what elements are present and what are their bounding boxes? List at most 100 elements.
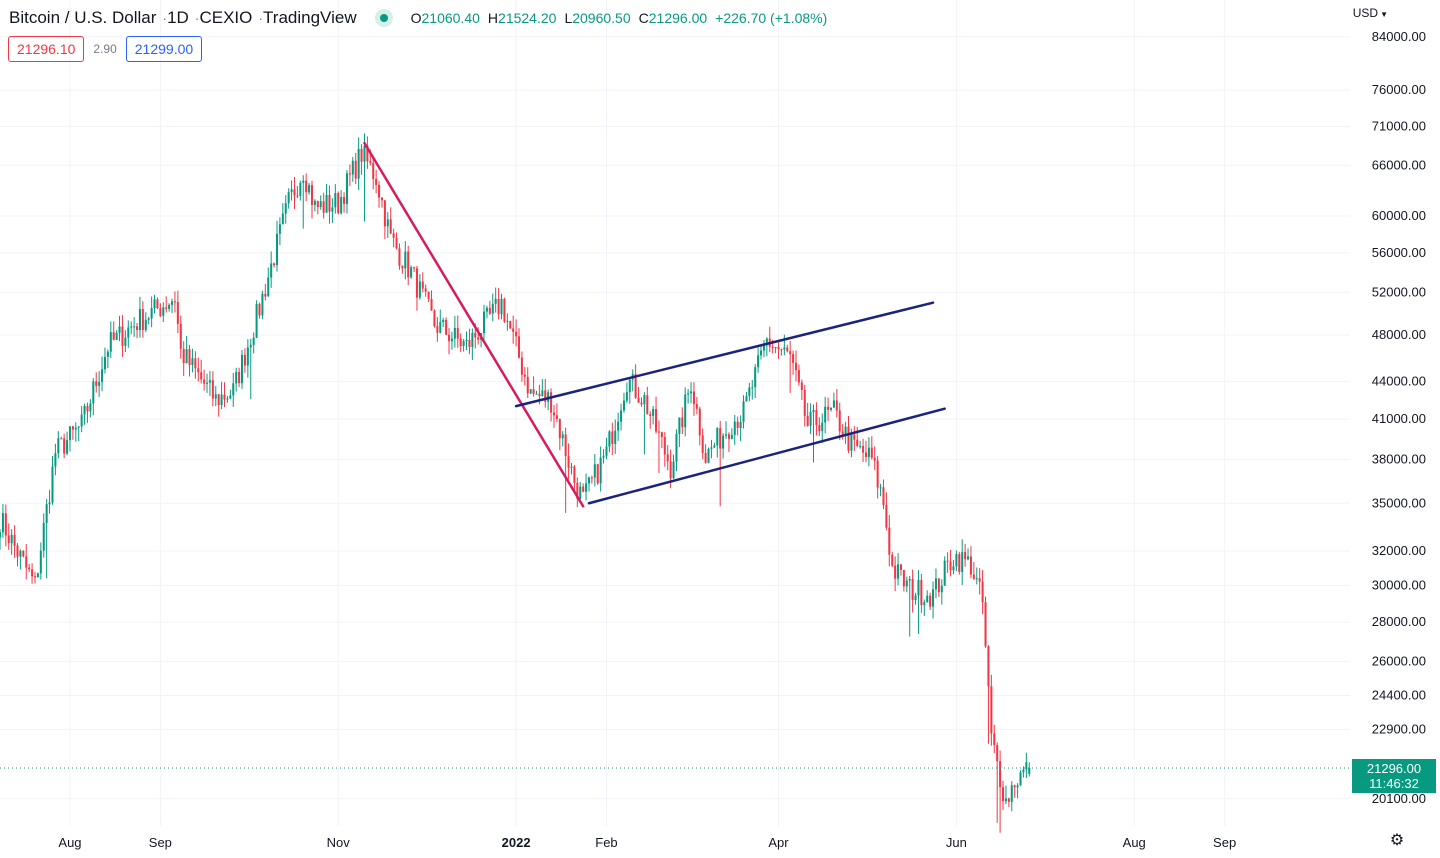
candle-body (101, 369, 104, 382)
candle-body (13, 534, 16, 546)
candle (555, 403, 558, 423)
source-label: TradingView (263, 8, 357, 27)
candle (71, 425, 74, 440)
candle (383, 200, 386, 240)
market-open-dot-icon[interactable] (374, 9, 393, 27)
candle-body (86, 405, 89, 412)
price-tick-label: 20100.00 (1372, 791, 1426, 806)
candle (173, 291, 176, 313)
candle-body (757, 355, 760, 368)
candle (917, 570, 920, 634)
candle (757, 347, 760, 373)
candle (45, 499, 48, 579)
candle (809, 403, 812, 435)
gear-icon[interactable]: ⚙ (1389, 832, 1405, 849)
candle (859, 440, 862, 449)
candle-body (22, 550, 25, 557)
candle (1016, 783, 1019, 799)
candle-body (806, 415, 809, 426)
candle-body (506, 320, 509, 322)
symbol-name[interactable]: Bitcoin / U.S. Dollar (9, 8, 157, 27)
candle (655, 396, 658, 434)
buy-price-button[interactable]: 21299.00 (125, 36, 203, 62)
candle-body (401, 265, 404, 269)
candle-body (413, 267, 416, 269)
ohlc-values: O 21060.40 H 21524.20 L 20960.50 C 21296.00 … (411, 10, 828, 26)
price-tick-label: 84000.00 (1372, 29, 1426, 44)
candle-body (503, 298, 506, 322)
candle (392, 228, 395, 248)
candle-body (739, 421, 742, 429)
candle (882, 479, 885, 509)
candle-body (943, 560, 946, 586)
candle (911, 569, 914, 613)
candle (914, 592, 917, 605)
candle-body (28, 567, 31, 570)
candle (54, 443, 57, 476)
candle (482, 304, 486, 340)
candle (1022, 766, 1025, 778)
candle (520, 351, 523, 382)
candle (949, 549, 952, 577)
candle-body (39, 550, 42, 574)
candle (22, 550, 25, 558)
candle-body (284, 203, 287, 214)
candle (328, 185, 331, 224)
candle-body (955, 554, 958, 567)
candle-body (698, 408, 701, 436)
candle-body (485, 307, 488, 312)
bar-countdown: 11:46:32 (1369, 776, 1419, 791)
candle-body (570, 466, 573, 468)
candle (582, 483, 585, 493)
candle (777, 341, 780, 359)
candle (197, 357, 200, 382)
candle-body (792, 354, 795, 363)
candle (596, 463, 599, 485)
candle (386, 212, 389, 238)
candle (427, 291, 430, 302)
candle (870, 436, 873, 460)
candle-body (949, 561, 952, 571)
candle (657, 420, 660, 473)
candle-body (433, 310, 436, 327)
candle (509, 320, 512, 329)
symbol-description[interactable]: Bitcoin / U.S. Dollar ·1D ·CEXIO ·TradingVi… (9, 8, 357, 27)
currency-selector[interactable]: USD ▼ (1353, 6, 1388, 20)
candle-body (579, 486, 582, 499)
candle (316, 200, 319, 215)
candle (220, 381, 223, 410)
sell-price-button[interactable]: 21296.10 (8, 36, 85, 62)
candle-body (36, 573, 39, 578)
candle-body (993, 733, 996, 746)
candle (232, 373, 235, 407)
candle (792, 350, 795, 375)
candle (459, 333, 462, 353)
price-tick-label: 30000.00 (1372, 577, 1426, 592)
candle-body (421, 281, 424, 289)
candle (378, 181, 381, 208)
candle (972, 562, 975, 581)
candle (751, 380, 754, 400)
candle-body (934, 578, 937, 590)
candle-body (771, 346, 774, 348)
candle-body (482, 311, 486, 334)
candle (10, 529, 13, 555)
candle-body (191, 358, 194, 365)
candle-body (666, 454, 669, 462)
candle (144, 312, 147, 333)
candle-body (319, 201, 322, 207)
candle (25, 544, 28, 580)
candle-body (16, 545, 19, 557)
candle-body (109, 332, 112, 352)
candle (573, 464, 576, 491)
candle (628, 377, 631, 404)
candle-body (348, 173, 351, 175)
interval-label[interactable]: 1D (167, 8, 189, 27)
time-tick-label: 2022 (502, 835, 531, 850)
candle-body (783, 347, 786, 350)
price-tick-label: 71000.00 (1372, 118, 1426, 133)
last-price-label: 21296.00 11:46:32 (1352, 759, 1436, 793)
candle (622, 392, 625, 413)
currency-label[interactable]: USD (1352, 6, 1379, 20)
